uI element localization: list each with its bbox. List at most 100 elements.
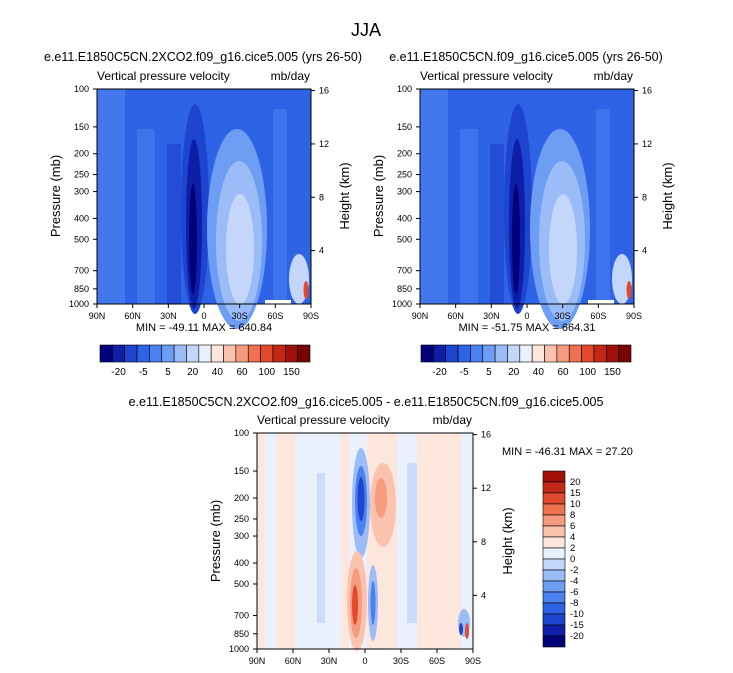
colorbar-label: 0 [570,554,575,565]
colorbar-label: 20 [508,367,520,378]
colorbar-label: 20 [570,477,581,488]
x-tick-label: 0 [524,311,529,321]
colorbar-swatch [161,344,175,363]
colorbar-swatch [568,344,582,363]
panel-3-band [407,463,419,623]
height-tick-label: 16 [481,430,491,440]
x-tick-label: 30N [160,311,177,321]
colorbar-swatch [542,569,566,582]
panel-1-ylabel: Pressure (mb) [48,155,63,237]
y-tick-label: 400 [234,558,249,568]
panel-1-band [273,109,287,304]
colorbar-label: -15 [570,620,584,631]
colorbar-label: -10 [570,609,584,620]
colorbar-swatch [247,344,261,363]
colorbar-swatch [112,344,126,363]
panel-3-ylabel-right: Height (km) [500,507,515,574]
y-tick-label: 700 [397,266,412,276]
colorbar-swatch [149,344,163,363]
y-tick-label: 200 [234,493,249,503]
colorbar-swatch [198,344,212,363]
x-tick-label: 90S [626,311,642,321]
panel-1-subtitle-left: Vertical pressure velocity [97,69,230,83]
colorbar-swatch [284,344,298,363]
panel-3-dipole-neg [370,581,376,625]
colorbar-swatch [223,344,237,363]
x-tick-label: 60S [267,311,283,321]
y-tick-label: 250 [234,514,249,524]
y-tick-label: 1000 [392,299,412,309]
colorbar-swatch [420,344,434,363]
colorbar-label: -20 [111,367,126,378]
colorbar-swatch [542,613,566,626]
x-tick-label: 60N [447,311,464,321]
colorbar-swatch [173,344,187,363]
x-tick-label: 0 [201,311,206,321]
y-tick-label: 500 [234,579,249,589]
height-tick-label: 8 [642,192,647,202]
colorbar-swatch [482,344,496,363]
y-tick-label: 500 [397,234,412,244]
panel-1-subtitle-right: mb/day [271,69,310,83]
y-tick-label: 250 [74,170,89,180]
colorbar-swatch [542,591,566,604]
y-tick-label: 100 [74,84,89,94]
colorbar-swatch [272,344,286,363]
y-tick-label: 100 [397,84,412,94]
x-tick-label: 60N [124,311,141,321]
y-tick-label: 300 [234,531,249,541]
height-tick-label: 8 [319,192,324,202]
panel-3-band [277,433,295,649]
panel-2-strong-descent [626,281,632,299]
colorbar-label: 100 [579,367,596,378]
y-tick-label: 850 [234,629,249,639]
y-tick-label: 700 [234,611,249,621]
y-tick-label: 150 [397,122,412,132]
y-tick-label: 500 [74,234,89,244]
colorbar-swatch [433,344,447,363]
colorbar-swatch [542,635,566,648]
x-tick-label: 30N [483,311,500,321]
colorbar-label: 40 [533,367,545,378]
panel-3-noise [459,623,463,635]
panel-1-ylabel-right: Height (km) [337,162,352,229]
panel-1-mountain-mask [265,300,291,304]
colorbar-label: -5 [139,367,148,378]
colorbar-label: 6 [570,521,575,532]
panel-2-subtitle-left: Vertical pressure velocity [420,69,553,83]
x-tick-label: 0 [362,656,367,666]
panel-1-title: e.e11.E1850C5CN.2XCO2.f09_g16.cice5.005 … [44,50,362,64]
colorbar-swatch [186,344,200,363]
colorbar-swatch [542,558,566,571]
panel-2-subtitle-right: mb/day [594,69,633,83]
panel-2-band [460,129,478,304]
panel-2-ascent-core [512,184,520,294]
x-tick-label: 90S [303,311,319,321]
colorbar-label: 60 [236,367,248,378]
panel-2-plot [419,88,635,329]
colorbar-swatch [235,344,249,363]
panel-2-ylabel: Pressure (mb) [371,155,386,237]
colorbar-swatch [542,514,566,527]
y-tick-label: 250 [397,170,412,180]
panel-1-ascent-core [189,184,197,294]
height-tick-label: 8 [481,537,486,547]
colorbar-label: 40 [212,367,224,378]
colorbar-swatch [542,624,566,637]
height-tick-label: 12 [642,139,652,149]
x-tick-label: 30S [555,311,571,321]
x-tick-label: 90N [249,656,266,666]
panel-1-stats: MIN = -49.11 MAX = 640.84 [136,322,272,334]
colorbar-swatch [99,344,113,363]
y-tick-label: 200 [74,149,89,159]
y-tick-label: 850 [397,284,412,294]
colorbar-label: -20 [432,367,447,378]
colorbar-swatch [581,344,595,363]
colorbar-swatch [542,525,566,538]
y-tick-label: 1000 [229,644,249,654]
panel-3-band [417,433,461,649]
y-tick-label: 150 [234,466,249,476]
panel-1-descent [226,194,254,304]
colorbar-swatch [542,580,566,593]
